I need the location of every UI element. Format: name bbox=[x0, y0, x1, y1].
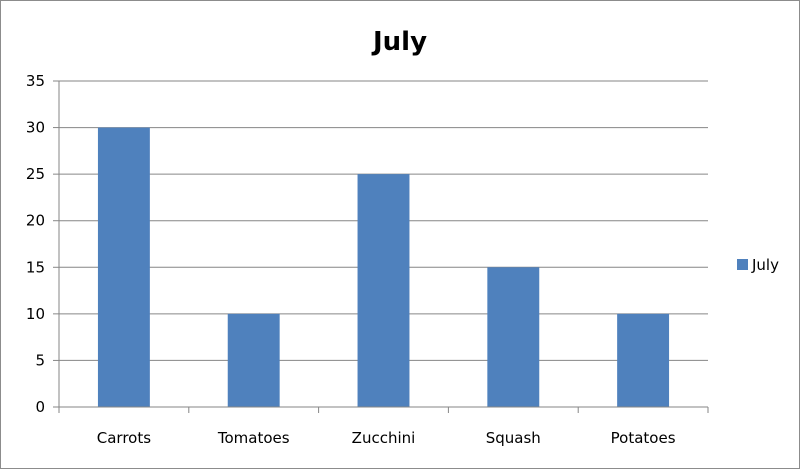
x-tick-label: Tomatoes bbox=[217, 429, 290, 447]
x-tick-labels: Carrots Tomatoes Zucchini Squash Potatoes bbox=[97, 429, 676, 447]
y-tick-label: 25 bbox=[26, 165, 45, 183]
legend-swatch bbox=[737, 259, 748, 270]
bar-zucchini bbox=[358, 174, 410, 407]
x-tick-label: Squash bbox=[486, 429, 541, 447]
bar-squash bbox=[487, 267, 539, 407]
x-tick-label: Potatoes bbox=[611, 429, 676, 447]
y-tick-label: 0 bbox=[35, 398, 45, 416]
y-tick-labels: 0 5 10 15 20 25 30 35 bbox=[26, 72, 45, 416]
y-tick-label: 5 bbox=[35, 351, 45, 369]
y-tick-label: 10 bbox=[26, 305, 45, 323]
y-tick-label: 15 bbox=[26, 258, 45, 276]
bar-potatoes bbox=[617, 314, 669, 407]
x-tick-label: Zucchini bbox=[352, 429, 416, 447]
y-tick-label: 20 bbox=[26, 212, 45, 230]
bar-tomatoes bbox=[228, 314, 280, 407]
legend: July bbox=[737, 256, 779, 274]
chart-title: July bbox=[371, 27, 427, 57]
legend-label: July bbox=[751, 256, 779, 274]
y-tick-label: 30 bbox=[26, 119, 45, 137]
y-tick-label: 35 bbox=[26, 72, 45, 90]
x-tick-label: Carrots bbox=[97, 429, 151, 447]
bar-carrots bbox=[98, 128, 150, 407]
